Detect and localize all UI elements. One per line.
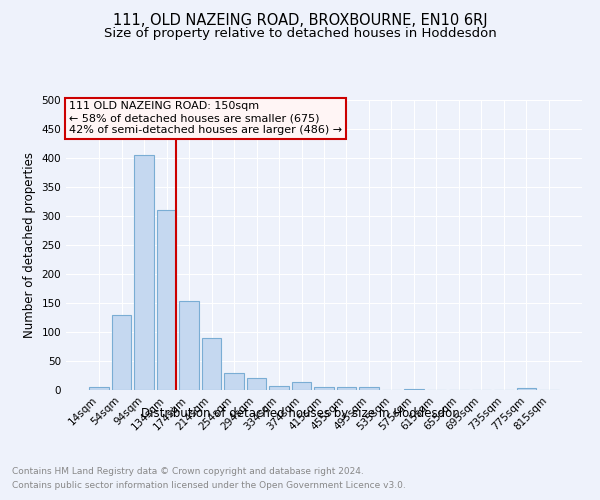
Bar: [202, 338, 221, 390]
Bar: [269, 386, 289, 390]
Y-axis label: Number of detached properties: Number of detached properties: [23, 152, 36, 338]
Bar: [157, 210, 176, 390]
Text: 111, OLD NAZEING ROAD, BROXBOURNE, EN10 6RJ: 111, OLD NAZEING ROAD, BROXBOURNE, EN10 …: [113, 12, 487, 28]
Bar: [247, 378, 266, 390]
Bar: [112, 314, 131, 390]
Text: Contains HM Land Registry data © Crown copyright and database right 2024.: Contains HM Land Registry data © Crown c…: [12, 468, 364, 476]
Bar: [517, 388, 536, 390]
Text: Size of property relative to detached houses in Hoddesdon: Size of property relative to detached ho…: [104, 28, 496, 40]
Bar: [337, 387, 356, 390]
Text: 111 OLD NAZEING ROAD: 150sqm
← 58% of detached houses are smaller (675)
42% of s: 111 OLD NAZEING ROAD: 150sqm ← 58% of de…: [68, 102, 342, 134]
Text: Contains public sector information licensed under the Open Government Licence v3: Contains public sector information licen…: [12, 481, 406, 490]
Bar: [359, 386, 379, 390]
Bar: [179, 302, 199, 390]
Text: Distribution of detached houses by size in Hoddesdon: Distribution of detached houses by size …: [140, 408, 460, 420]
Bar: [134, 155, 154, 390]
Bar: [314, 387, 334, 390]
Bar: [89, 386, 109, 390]
Bar: [224, 373, 244, 390]
Bar: [292, 382, 311, 390]
